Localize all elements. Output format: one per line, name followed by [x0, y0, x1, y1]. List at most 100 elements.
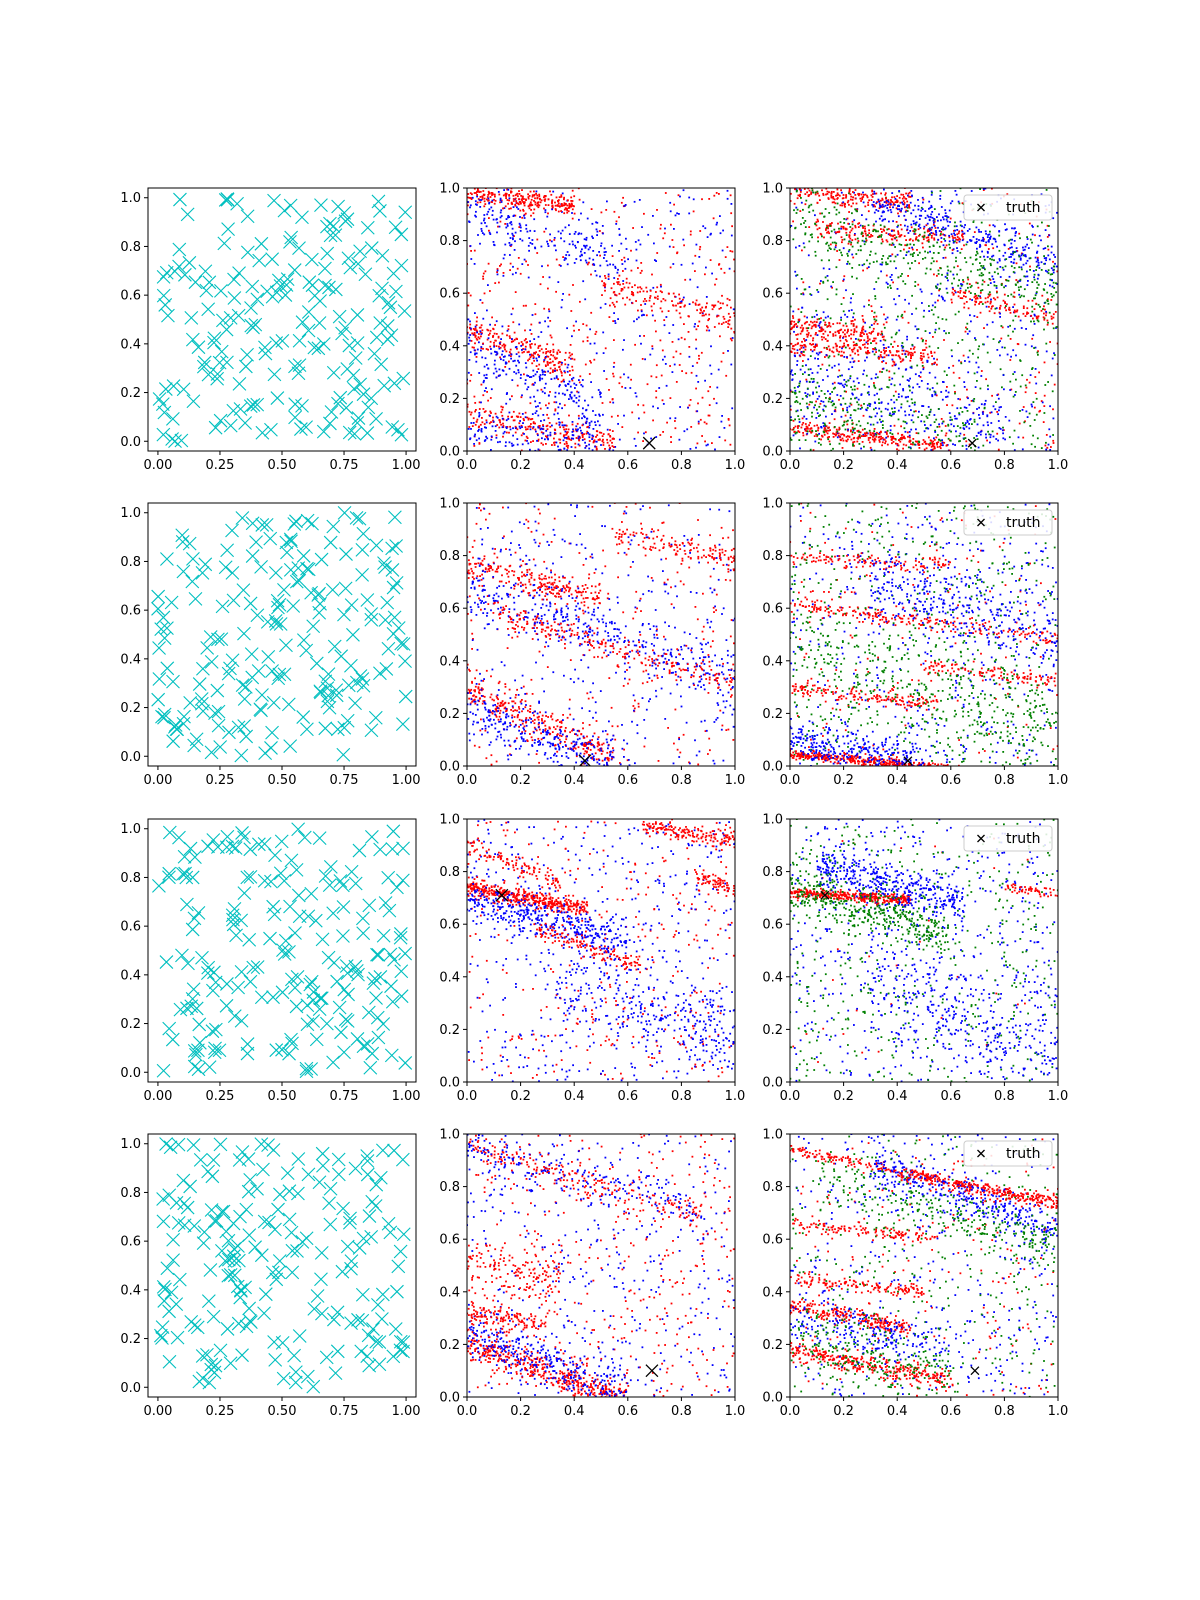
sample-point	[1018, 293, 1021, 296]
sample-point	[584, 298, 587, 301]
sample-point	[622, 297, 624, 300]
sample-point	[536, 433, 539, 435]
sample-point	[863, 445, 865, 448]
sample-point	[886, 263, 889, 265]
sample-point	[572, 428, 574, 431]
sample-point	[536, 196, 539, 199]
sample-point	[887, 199, 890, 201]
sample-point	[1034, 368, 1037, 370]
sample-point	[862, 325, 865, 328]
sample-point	[880, 215, 883, 218]
sample-point	[600, 242, 603, 245]
sample-point	[897, 233, 900, 235]
sample-point	[506, 329, 509, 332]
sample-point	[828, 436, 830, 438]
sample-point	[958, 237, 961, 240]
sample-point	[830, 230, 833, 233]
sample-point	[512, 265, 514, 268]
sample-point	[873, 228, 876, 231]
sample-point	[871, 310, 873, 312]
sample-point	[709, 364, 712, 367]
sample-point	[546, 240, 548, 243]
sample-point	[801, 217, 804, 219]
sample-point	[544, 195, 547, 197]
sample-point	[838, 194, 841, 197]
sample-point	[914, 238, 917, 241]
sample-point	[839, 438, 842, 441]
sample-point	[863, 240, 866, 243]
sample-point	[885, 197, 887, 200]
sample-point	[966, 230, 969, 232]
sample-point	[523, 339, 526, 342]
sample-point	[838, 350, 841, 353]
sample-point	[542, 424, 544, 426]
sample-point	[572, 400, 575, 402]
sample-point	[904, 421, 907, 423]
sample-point	[890, 200, 893, 202]
sample-point	[652, 405, 654, 408]
sample-point	[828, 440, 831, 443]
sample-point	[265, 252, 280, 267]
sample-point	[590, 420, 593, 423]
sample-point	[662, 358, 664, 361]
sample-point	[494, 425, 497, 428]
sample-point	[651, 273, 653, 276]
sample-point	[826, 326, 829, 328]
sample-point	[881, 333, 884, 336]
sample-point	[917, 205, 920, 207]
sample-point	[516, 384, 519, 387]
sample-point	[493, 332, 496, 335]
sample-point	[381, 295, 396, 310]
sample-point	[968, 349, 971, 352]
sample-point	[814, 223, 817, 226]
sample-point	[870, 331, 873, 333]
sample-point	[568, 398, 570, 400]
sample-point	[559, 421, 561, 424]
sample-point	[655, 396, 658, 399]
sample-point	[697, 304, 700, 306]
sample-point	[572, 324, 575, 327]
sample-point	[677, 338, 680, 341]
sample-point	[810, 377, 813, 380]
sample-point	[469, 192, 472, 195]
sample-point	[987, 234, 989, 236]
sample-point	[924, 442, 927, 445]
sample-point	[519, 416, 522, 418]
sample-point	[883, 225, 886, 228]
sample-point	[939, 445, 941, 448]
sample-point	[1055, 265, 1058, 268]
sample-point	[803, 222, 805, 224]
sample-point	[718, 193, 720, 195]
sample-point	[857, 382, 860, 384]
sample-point	[886, 204, 889, 206]
sample-point	[963, 386, 966, 388]
sample-point	[986, 439, 988, 442]
sample-point	[483, 194, 485, 197]
sample-point	[914, 440, 917, 443]
sample-point	[1004, 265, 1007, 268]
sample-point	[842, 337, 844, 339]
sample-point	[659, 339, 662, 342]
sample-point	[987, 284, 990, 286]
sample-point	[991, 430, 994, 433]
sample-point	[731, 337, 734, 339]
sample-point	[331, 199, 345, 214]
sample-point	[478, 412, 481, 414]
sample-point	[564, 207, 567, 209]
sample-point	[571, 423, 574, 426]
sample-point	[935, 394, 938, 397]
sample-point	[672, 246, 675, 248]
sample-point	[716, 386, 719, 389]
sample-point	[953, 232, 955, 235]
sample-point	[563, 434, 566, 437]
sample-point	[674, 417, 677, 420]
sample-point	[508, 441, 511, 444]
sample-point	[221, 222, 235, 236]
sample-point	[707, 390, 710, 393]
sample-point	[1043, 317, 1046, 320]
sample-point	[937, 252, 940, 254]
sample-point	[863, 263, 866, 266]
sample-point	[804, 233, 807, 236]
sample-point	[1012, 373, 1015, 375]
sample-point	[898, 235, 901, 238]
